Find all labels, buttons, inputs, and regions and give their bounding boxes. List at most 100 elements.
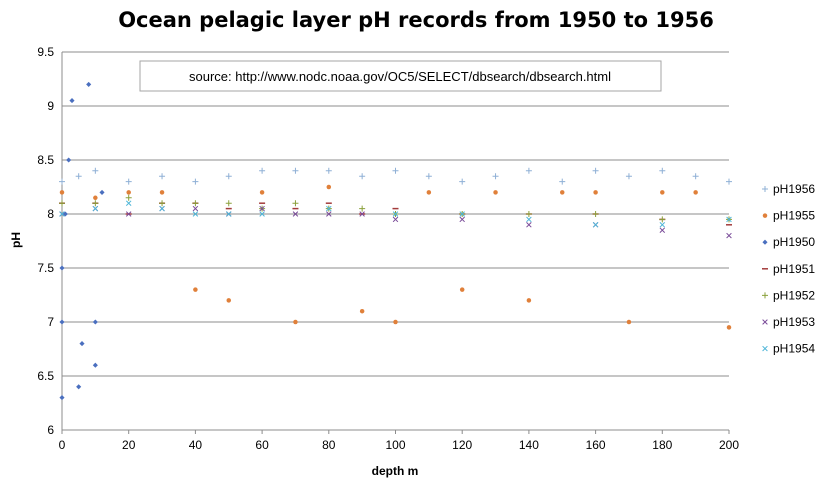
data-point bbox=[559, 178, 566, 185]
legend-entry-pH1954: pH1954 bbox=[762, 342, 815, 356]
x-tick-label: 180 bbox=[652, 438, 672, 452]
data-point bbox=[76, 384, 82, 390]
data-point bbox=[692, 173, 699, 180]
x-tick-label: 0 bbox=[59, 438, 66, 452]
x-tick-label: 40 bbox=[189, 438, 203, 452]
x-tick-label: 20 bbox=[122, 438, 136, 452]
legend-entry-pH1951: pH1951 bbox=[762, 262, 815, 276]
data-point bbox=[560, 190, 565, 195]
data-point bbox=[659, 227, 666, 233]
legend-entry-pH1950: pH1950 bbox=[762, 235, 815, 249]
data-point bbox=[326, 184, 332, 190]
data-point bbox=[726, 232, 732, 239]
data-point bbox=[79, 341, 85, 347]
data-point bbox=[392, 167, 399, 174]
legend-entry-pH1953: pH1953 bbox=[762, 315, 815, 329]
data-point bbox=[359, 205, 366, 212]
legend-marker bbox=[762, 345, 768, 352]
data-point bbox=[59, 395, 65, 401]
data-point bbox=[59, 190, 65, 195]
y-tick-label: 8.5 bbox=[37, 153, 54, 167]
x-tick-label: 100 bbox=[385, 438, 405, 452]
y-axis-label: pH bbox=[9, 232, 23, 248]
data-point bbox=[159, 200, 166, 207]
legend-label: pH1955 bbox=[773, 209, 815, 223]
data-point bbox=[92, 319, 98, 325]
data-point bbox=[592, 222, 599, 228]
data-point bbox=[659, 222, 666, 228]
legend-label: pH1950 bbox=[773, 235, 815, 249]
data-point bbox=[86, 81, 92, 87]
data-point bbox=[159, 205, 165, 212]
legend: pH1956 pH1955 pH1950 pH1951 pH1952 pH1953 pH19… bbox=[762, 182, 815, 356]
data-point bbox=[525, 211, 532, 217]
y-tick-label: 8 bbox=[47, 207, 54, 221]
data-point bbox=[192, 178, 199, 185]
data-point bbox=[193, 287, 198, 292]
data-point bbox=[459, 287, 465, 292]
axes bbox=[61, 52, 730, 434]
series-pH1956 bbox=[59, 167, 732, 185]
data-point bbox=[225, 173, 232, 180]
data-point bbox=[326, 211, 332, 217]
legend-label: pH1956 bbox=[773, 182, 815, 196]
data-point bbox=[292, 167, 299, 174]
legend-label: pH1951 bbox=[773, 262, 815, 276]
y-tick-label: 7.5 bbox=[37, 261, 54, 275]
data-point bbox=[92, 200, 99, 207]
data-point bbox=[726, 216, 732, 223]
legend-marker bbox=[762, 319, 768, 325]
data-point bbox=[125, 194, 132, 201]
data-point bbox=[425, 173, 432, 180]
data-point bbox=[526, 222, 532, 228]
data-point bbox=[59, 265, 65, 271]
data-point bbox=[92, 167, 99, 174]
legend-entry-pH1952: pH1952 bbox=[762, 288, 815, 302]
x-tick-label: 160 bbox=[586, 438, 606, 452]
data-point bbox=[493, 190, 498, 195]
data-point bbox=[325, 167, 332, 174]
data-point bbox=[125, 200, 132, 206]
data-point bbox=[259, 211, 265, 217]
series-pH1954 bbox=[59, 200, 732, 228]
y-tick-label: 6 bbox=[47, 423, 54, 437]
data-point bbox=[492, 173, 499, 180]
data-point bbox=[526, 298, 532, 303]
series-pH1955 bbox=[59, 184, 732, 330]
legend-marker bbox=[762, 186, 768, 192]
data-point bbox=[192, 211, 199, 217]
gridlines bbox=[62, 51, 729, 431]
data-point bbox=[225, 200, 232, 207]
data-point bbox=[226, 298, 231, 303]
data-point bbox=[626, 319, 632, 325]
data-point bbox=[292, 211, 299, 217]
data-point bbox=[459, 216, 465, 223]
data-point bbox=[359, 211, 365, 217]
data-point bbox=[259, 167, 266, 174]
data-point bbox=[659, 216, 666, 223]
data-point bbox=[92, 205, 99, 212]
data-point bbox=[526, 216, 532, 223]
data-point bbox=[426, 190, 432, 195]
data-point bbox=[159, 173, 166, 180]
data-point bbox=[59, 319, 65, 325]
data-point bbox=[459, 211, 465, 217]
data-point bbox=[459, 178, 466, 185]
x-tick-label: 200 bbox=[719, 438, 739, 452]
data-point bbox=[292, 200, 299, 207]
source-box bbox=[139, 60, 662, 92]
legend-label: pH1952 bbox=[773, 288, 815, 302]
x-tick-label: 140 bbox=[519, 438, 539, 452]
data-point bbox=[126, 190, 131, 195]
tick-labels: 6 6.5 7 7.5 8 8.5 9 9.5 0 20 40 60 80 100 120 140 160 180… bbox=[37, 45, 739, 452]
legend-marker bbox=[762, 213, 768, 218]
legend-marker bbox=[762, 239, 768, 245]
data-points bbox=[59, 81, 732, 401]
data-point bbox=[159, 190, 165, 195]
legend-label: pH1954 bbox=[773, 342, 815, 356]
data-point bbox=[592, 211, 599, 217]
data-point bbox=[259, 205, 265, 212]
data-point bbox=[326, 205, 332, 212]
